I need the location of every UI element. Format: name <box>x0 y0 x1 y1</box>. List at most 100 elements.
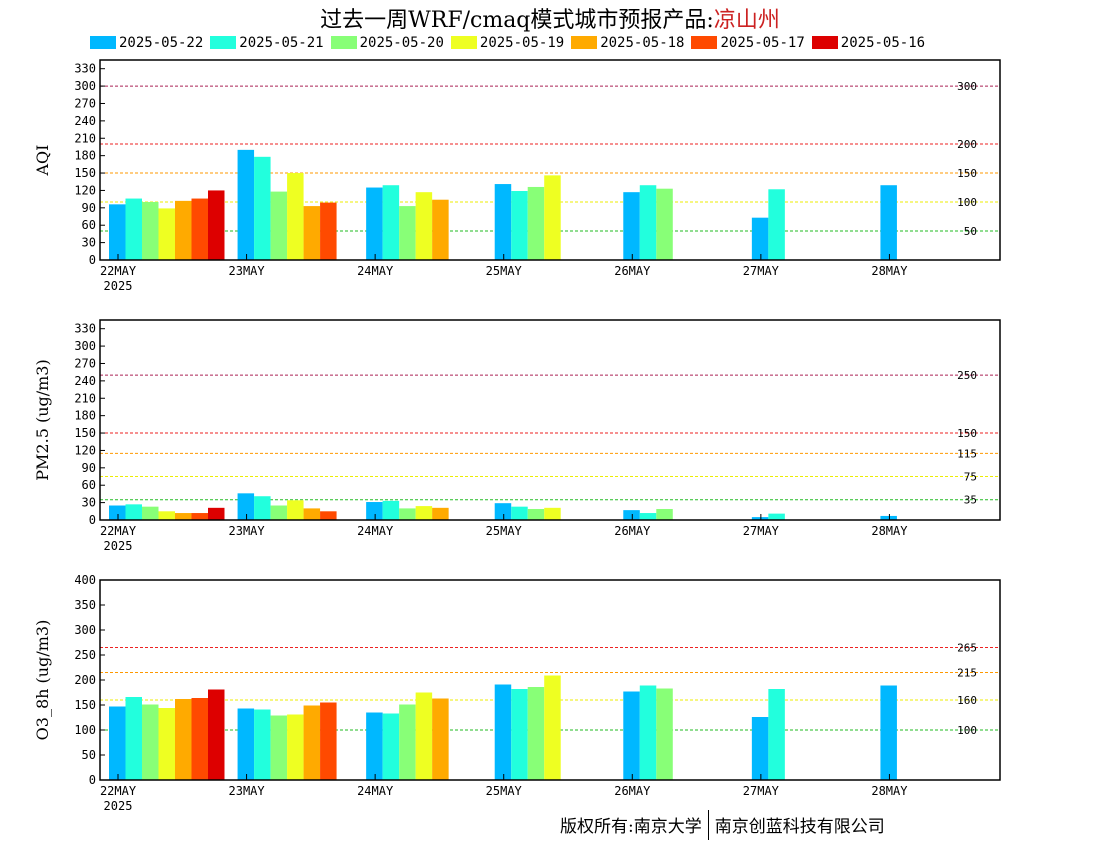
legend-label: 2025-05-22 <box>119 35 204 51</box>
threshold-label: 200 <box>957 138 977 151</box>
legend-swatch <box>330 36 357 49</box>
bar <box>768 513 785 520</box>
bar <box>880 515 897 520</box>
legend-label: 2025-05-17 <box>720 35 805 51</box>
bar <box>109 505 126 520</box>
threshold-label: 100 <box>957 724 977 737</box>
bar <box>142 202 159 260</box>
bar <box>125 504 142 520</box>
plot-frame <box>99 59 1001 261</box>
x-tick-label: 23MAY <box>229 524 266 538</box>
y-axis-label: PM2.5 (ug/m3) <box>33 359 52 480</box>
legend-item: 2025-05-20 <box>330 35 444 51</box>
bar <box>399 704 416 780</box>
y-tick-label: 400 <box>74 573 96 587</box>
bar <box>751 217 769 260</box>
bar <box>751 517 769 520</box>
y-tick-label: 200 <box>74 673 96 687</box>
y-tick-label: 150 <box>74 698 96 712</box>
title-city: 凉山州 <box>713 8 780 33</box>
bar <box>527 186 545 260</box>
bar <box>623 192 640 260</box>
bar <box>639 513 657 520</box>
y-tick-label: 60 <box>82 218 96 232</box>
y-tick-label: 120 <box>74 443 96 457</box>
y-tick-label: 270 <box>74 356 96 370</box>
y-tick-label: 210 <box>74 131 96 145</box>
bar <box>415 192 433 260</box>
bar <box>527 687 545 780</box>
bar <box>208 689 225 780</box>
bar <box>237 708 255 780</box>
x-tick-label: 24MAY <box>357 524 394 538</box>
bar <box>175 513 192 520</box>
x-tick-label: 26MAY <box>614 264 651 278</box>
bar <box>432 698 449 780</box>
copyright-right: 南京创蓝科技有限公司 <box>714 817 885 837</box>
y-tick-label: 60 <box>82 478 96 492</box>
bar <box>175 200 192 260</box>
legend-label: 2025-05-20 <box>359 35 444 51</box>
bar <box>191 198 208 260</box>
bar <box>366 712 383 780</box>
bar <box>639 685 657 780</box>
bar <box>656 508 673 520</box>
x-tick-label: 28MAY <box>871 784 908 798</box>
bar <box>208 190 225 260</box>
bar <box>415 692 433 780</box>
y-tick-label: 120 <box>74 183 96 197</box>
bar <box>382 185 400 260</box>
bar <box>880 185 897 260</box>
bar <box>125 198 142 260</box>
bar <box>303 206 321 260</box>
y-axis-label: AQI <box>33 145 52 177</box>
bar <box>158 208 175 260</box>
bar <box>511 506 528 520</box>
x-tick-label: 23MAY <box>229 784 266 798</box>
bar <box>237 149 255 260</box>
threshold-label: 100 <box>957 196 977 209</box>
legend: 2025-05-22 2025-05-21 2025-05-20 2025-05-19… <box>90 35 932 53</box>
y-tick-label: 210 <box>74 391 96 405</box>
bar <box>254 709 271 780</box>
bar <box>639 185 657 260</box>
y-tick-label: 240 <box>74 114 96 128</box>
x-tick-label: 28MAY <box>871 264 908 278</box>
y-tick-label: 50 <box>82 748 96 762</box>
threshold-label: 160 <box>957 694 977 707</box>
bar <box>511 689 528 780</box>
y-tick-label: 0 <box>89 253 96 267</box>
threshold-label: 115 <box>957 447 977 460</box>
bar <box>320 202 337 260</box>
y-tick-label: 300 <box>74 623 96 637</box>
bar <box>768 689 785 780</box>
bar <box>751 717 769 780</box>
bar <box>544 175 561 260</box>
legend-swatch <box>210 36 237 49</box>
threshold-label: 150 <box>957 427 977 440</box>
x-tick-label: 27MAY <box>743 524 780 538</box>
x-tick-label: 22MAY <box>100 524 137 538</box>
bar <box>544 675 561 780</box>
threshold-label: 150 <box>957 167 977 180</box>
footer-separator <box>707 810 709 840</box>
y-tick-label: 330 <box>74 322 96 336</box>
x-year-label: 2025 <box>104 539 133 553</box>
x-tick-label: 25MAY <box>486 524 523 538</box>
bar <box>494 503 512 520</box>
x-year-label: 2025 <box>104 799 133 813</box>
bar <box>494 684 512 780</box>
y-tick-label: 90 <box>82 201 96 215</box>
bar <box>656 188 673 260</box>
legend-label: 2025-05-19 <box>479 35 565 51</box>
plot-frame <box>99 319 1001 521</box>
y-tick-label: 300 <box>74 339 96 353</box>
x-tick-label: 25MAY <box>486 264 523 278</box>
legend-item: 2025-05-19 <box>450 35 565 51</box>
y-tick-label: 150 <box>74 426 96 440</box>
y-tick-label: 180 <box>74 149 96 163</box>
threshold-label: 50 <box>964 225 977 238</box>
x-tick-label: 24MAY <box>357 784 394 798</box>
x-tick-label: 22MAY <box>100 264 137 278</box>
